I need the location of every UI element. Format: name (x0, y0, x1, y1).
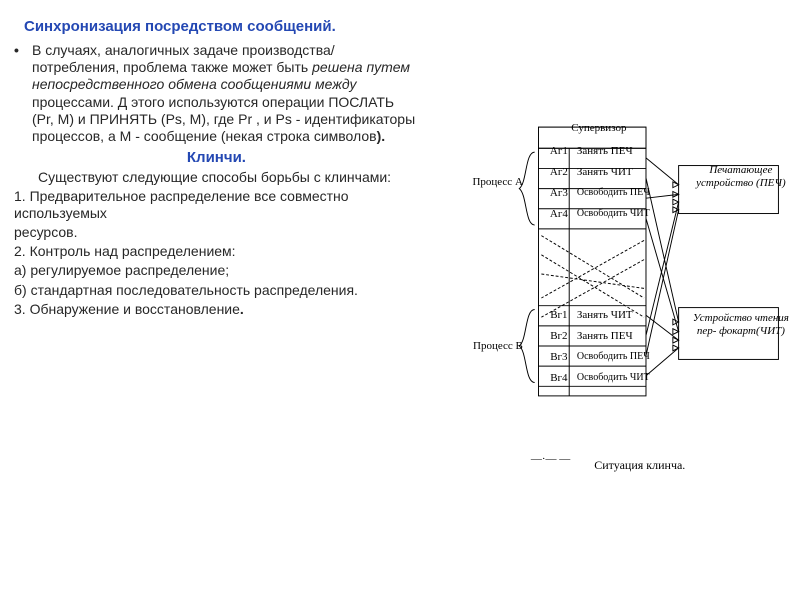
device-read-label: Устройство чтения пер- фокарт(ЧИТ) (691, 312, 791, 337)
p1-prefix: В случаях, аналогичных задаче производст… (32, 42, 335, 75)
tic-mark: —·— — (531, 453, 570, 465)
rowB3-l: Вг4 (545, 372, 573, 384)
rowA1-l: Аг2 (545, 166, 573, 178)
p1-bold-tail: ). (377, 128, 386, 144)
p3: 1. Предварительное распределение все сов… (14, 188, 419, 222)
p5-prefix: 3. Обнаружение и восстановление (14, 301, 240, 317)
rowA3-r: Освободить ЧИТ (577, 208, 655, 219)
rowA3-l: Аг4 (545, 208, 573, 220)
heading-clinch: Клинчи. (14, 149, 419, 167)
bullet-text: В случаях, аналогичных задаче производст… (32, 42, 419, 144)
rowB0-l: Вг1 (545, 309, 573, 321)
rowB2-l: Вг3 (545, 351, 573, 363)
p4: 2. Контроль над распределением: (14, 243, 419, 260)
rowB1-l: Вг2 (545, 330, 573, 342)
p5: 3. Обнаружение и восстановление. (14, 301, 419, 318)
rowA2-l: Аг3 (545, 187, 573, 199)
bullet-dot-icon: • (14, 42, 32, 59)
rowB2-r: Освободить ПЕЧ (577, 351, 655, 362)
diagram: Супервизор Процесс А Процесс В Аг1 Занят… (431, 118, 786, 478)
p4a: а) регулируемое распределение; (14, 262, 419, 279)
p4b: б) стандартная последовательность распре… (14, 282, 419, 299)
diagram-caption: Ситуация клинча. (594, 458, 685, 473)
rowB3-r: Освободить ЧИТ (577, 372, 655, 383)
rowB0-r: Занять ЧИТ (577, 309, 653, 321)
p3b: ресурсов. (14, 224, 419, 241)
right-column: Супервизор Процесс А Процесс В Аг1 Занят… (431, 18, 786, 582)
rowA2-r: Освободить ПЕЧ (577, 187, 655, 198)
left-column: Синхронизация посредством сообщений. • В… (14, 18, 419, 582)
p5-bold-tail: . (240, 301, 244, 317)
supervisor-label: Супервизор (551, 122, 647, 134)
diagram-canvas: Супервизор Процесс А Процесс В Аг1 Занят… (431, 118, 786, 478)
label-process-b: Процесс В (461, 340, 523, 352)
columns: Синхронизация посредством сообщений. • В… (14, 18, 786, 582)
device-print-label: Печатающее устройство (ПЕЧ) (691, 164, 791, 189)
label-process-a: Процесс А (461, 176, 523, 188)
p2: Существуют следующие способы борьбы с кл… (14, 169, 419, 186)
slide: Синхронизация посредством сообщений. • В… (0, 0, 800, 600)
bullet-1: • В случаях, аналогичных задаче производ… (14, 42, 419, 144)
rowA1-r: Занять ЧИТ (577, 166, 653, 178)
heading-sync: Синхронизация посредством сообщений. (14, 18, 419, 36)
rowA0-l: Аг1 (545, 145, 573, 157)
p1-suffix: процессами. Д этого используются операци… (32, 94, 415, 144)
rowB1-r: Занять ПЕЧ (577, 330, 653, 342)
rowA0-r: Занять ПЕЧ (577, 145, 653, 157)
